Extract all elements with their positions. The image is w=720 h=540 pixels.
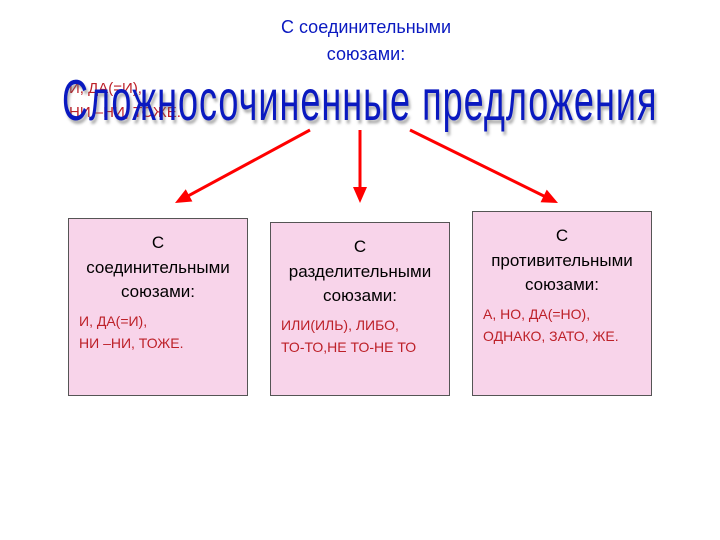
- box-disjunctive: Сразделительными союзами: ИЛИ(ИЛЬ), ЛИБО,Т…: [270, 222, 450, 396]
- box-connective-examples: И, ДА(=И),НИ –НИ, ТОЖЕ.: [75, 311, 241, 354]
- box-disjunctive-example-line-0: ИЛИ(ИЛЬ), ЛИБО,: [281, 315, 443, 337]
- box-disjunctive-heading-line2: разделительными: [289, 262, 431, 281]
- box-disjunctive-heading-line3: союзами:: [323, 286, 397, 305]
- box-adversative-heading: Спротивительными союзами:: [479, 224, 645, 298]
- box-adversative: Спротивительными союзами: А, НО, ДА(=НО),О…: [472, 211, 652, 396]
- box-adversative-heading-line1: С: [556, 226, 568, 245]
- box-connective-example-line-1: НИ –НИ, ТОЖЕ.: [79, 333, 241, 355]
- box-connective-heading-line1: С: [152, 233, 164, 252]
- box-adversative-example-line-0: А, НО, ДА(=НО),: [483, 304, 645, 326]
- box-connective-heading: Ссоединительными союзами:: [75, 231, 241, 305]
- box-adversative-examples: А, НО, ДА(=НО),ОДНАКО, ЗАТО, ЖЕ.: [479, 304, 645, 347]
- arrow-head-1: [353, 187, 367, 203]
- arrow-line-2: [410, 130, 549, 199]
- box-disjunctive-heading: Сразделительными союзами:: [277, 235, 443, 309]
- box-connective-example-line-0: И, ДА(=И),: [79, 311, 241, 333]
- slide-root: С соединительными союзами: И, ДА(=И), НИ…: [0, 0, 720, 540]
- box-connective-heading-line3: союзами:: [121, 282, 195, 301]
- box-connective-heading-line2: соединительными: [86, 258, 230, 277]
- box-connective: Ссоединительными союзами: И, ДА(=И),НИ –НИ…: [68, 218, 248, 396]
- arrow-line-0: [183, 130, 310, 198]
- box-adversative-heading-line2: противительными: [491, 251, 633, 270]
- box-disjunctive-example-line-1: ТО-ТО,НЕ ТО-НЕ ТО: [281, 337, 443, 359]
- box-disjunctive-heading-line1: С: [354, 237, 366, 256]
- box-adversative-heading-line3: союзами:: [525, 275, 599, 294]
- box-adversative-example-line-1: ОДНАКО, ЗАТО, ЖЕ.: [483, 326, 645, 348]
- box-disjunctive-examples: ИЛИ(ИЛЬ), ЛИБО,ТО-ТО,НЕ ТО-НЕ ТО: [277, 315, 443, 358]
